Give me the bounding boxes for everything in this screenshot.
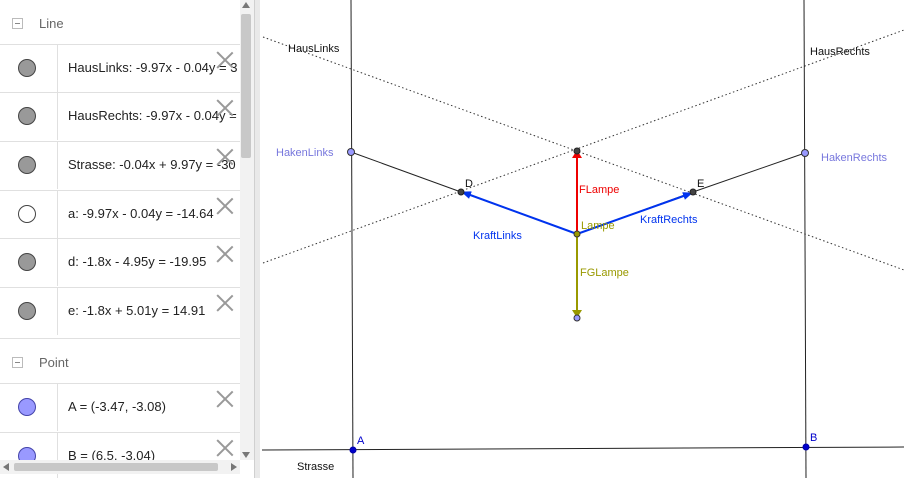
label-b: B — [810, 432, 817, 444]
scroll-up-icon[interactable] — [242, 2, 250, 8]
group-header-point[interactable]: Point — [0, 338, 240, 385]
label-e: E — [697, 178, 704, 190]
point-lampe[interactable] — [573, 230, 581, 238]
algebra-row-d[interactable]: d: -1.8x - 4.95y = -19.95 — [0, 238, 240, 286]
delete-icon[interactable] — [216, 197, 234, 215]
label-hauslinks: HausLinks — [288, 43, 340, 55]
delete-icon[interactable] — [216, 245, 234, 263]
algebra-row-hauslinks[interactable]: HausLinks: -9.97x - 0.04y = 3 — [0, 44, 240, 92]
algebra-expression[interactable]: Strasse: -0.04x + 9.97y = -30 — [68, 157, 236, 172]
line-hausrechts[interactable] — [803, 0, 807, 479]
scroll-left-icon[interactable] — [3, 463, 9, 471]
vector-kraftrechts[interactable] — [576, 192, 693, 235]
visibility-toggle-icon[interactable] — [18, 156, 36, 174]
label-lampe: Lampe — [581, 220, 615, 232]
horizontal-scrollbar[interactable] — [0, 460, 240, 474]
point-flampe-tip[interactable] — [573, 147, 581, 155]
collapse-icon[interactable] — [12, 356, 23, 368]
collapse-icon[interactable] — [12, 17, 23, 29]
visibility-toggle-icon[interactable] — [18, 398, 36, 416]
aux-line-e[interactable] — [262, 29, 905, 264]
algebra-row-a[interactable]: a: -9.97x - 0.04y = -14.64 — [0, 190, 240, 238]
scroll-thumb[interactable] — [241, 14, 251, 158]
algebra-expression[interactable]: e: -1.8x + 5.01y = 14.91 — [68, 303, 206, 318]
label-kraftrechts: KraftRechts — [640, 214, 698, 226]
group-label: Line — [39, 15, 64, 31]
point-a[interactable] — [349, 446, 357, 454]
label-hausrechts: HausRechts — [810, 46, 870, 58]
label-fglampe: FGLampe — [580, 267, 629, 279]
delete-icon[interactable] — [216, 51, 234, 69]
label-d: D — [465, 178, 473, 190]
point-hakenlinks[interactable] — [347, 148, 355, 156]
algebra-expression[interactable]: a: -9.97x - 0.04y = -14.64 — [68, 206, 214, 221]
vector-kraftlinks[interactable] — [461, 191, 578, 235]
label-flampe: FLampe — [579, 184, 619, 196]
visibility-toggle-icon[interactable] — [18, 253, 36, 271]
visibility-toggle-icon[interactable] — [18, 59, 36, 77]
algebra-expression[interactable]: B = (6.5, -3.04) — [68, 448, 156, 463]
rope-right[interactable] — [692, 152, 806, 193]
group-label: Point — [39, 354, 69, 370]
line-strasse[interactable] — [261, 446, 905, 451]
point-d[interactable] — [457, 188, 465, 196]
graphics-view[interactable]: HausLinks HausRechts HakenLinks HakenRec… — [260, 0, 906, 479]
visibility-toggle-icon[interactable] — [18, 107, 36, 125]
algebra-row-point-a[interactable]: A = (-3.47, -3.08) — [0, 383, 240, 431]
label-hakenrechts: HakenRechts — [821, 152, 888, 164]
delete-icon[interactable] — [216, 294, 234, 312]
algebra-row-strasse[interactable]: Strasse: -0.04x + 9.97y = -30 — [0, 141, 240, 189]
point-hakenrechts[interactable] — [801, 149, 809, 157]
scroll-thumb[interactable] — [14, 463, 218, 471]
visibility-toggle-icon[interactable] — [18, 302, 36, 320]
scroll-right-icon[interactable] — [231, 463, 237, 471]
label-strasse: Strasse — [297, 461, 334, 473]
delete-icon[interactable] — [216, 99, 234, 117]
delete-icon[interactable] — [216, 439, 234, 457]
algebra-row-hausrechts[interactable]: HausRechts: -9.97x - 0.04y = - — [0, 92, 240, 140]
point-e[interactable] — [689, 188, 697, 196]
algebra-row-e[interactable]: e: -1.8x + 5.01y = 14.91 — [0, 287, 240, 335]
algebra-expression[interactable]: HausLinks: -9.97x - 0.04y = 3 — [68, 60, 238, 75]
algebra-expression[interactable]: HausRechts: -9.97x - 0.04y = - — [68, 108, 240, 123]
algebra-expression[interactable]: d: -1.8x - 4.95y = -19.95 — [68, 254, 207, 269]
label-a: A — [357, 435, 365, 447]
point-b[interactable] — [802, 443, 810, 451]
vertical-scrollbar[interactable] — [240, 0, 254, 460]
delete-icon[interactable] — [216, 148, 234, 166]
line-hauslinks[interactable] — [350, 0, 354, 479]
panel-divider[interactable] — [254, 0, 260, 478]
algebra-view: Line HausLinks: -9.97x - 0.04y = 3 HausR… — [0, 0, 240, 478]
label-hakenlinks: HakenLinks — [276, 147, 334, 159]
group-header-line[interactable]: Line — [0, 0, 240, 46]
rope-left[interactable] — [350, 151, 462, 193]
algebra-row-point-b[interactable]: B = (6.5, -3.04) — [0, 432, 240, 478]
aux-line-d[interactable] — [262, 36, 905, 271]
algebra-expression[interactable]: A = (-3.47, -3.08) — [68, 399, 166, 414]
visibility-toggle-icon[interactable] — [18, 205, 36, 223]
label-kraftlinks: KraftLinks — [473, 230, 522, 242]
point-fglampe-tip[interactable] — [573, 314, 581, 322]
scroll-down-icon[interactable] — [242, 452, 250, 458]
delete-icon[interactable] — [216, 390, 234, 408]
